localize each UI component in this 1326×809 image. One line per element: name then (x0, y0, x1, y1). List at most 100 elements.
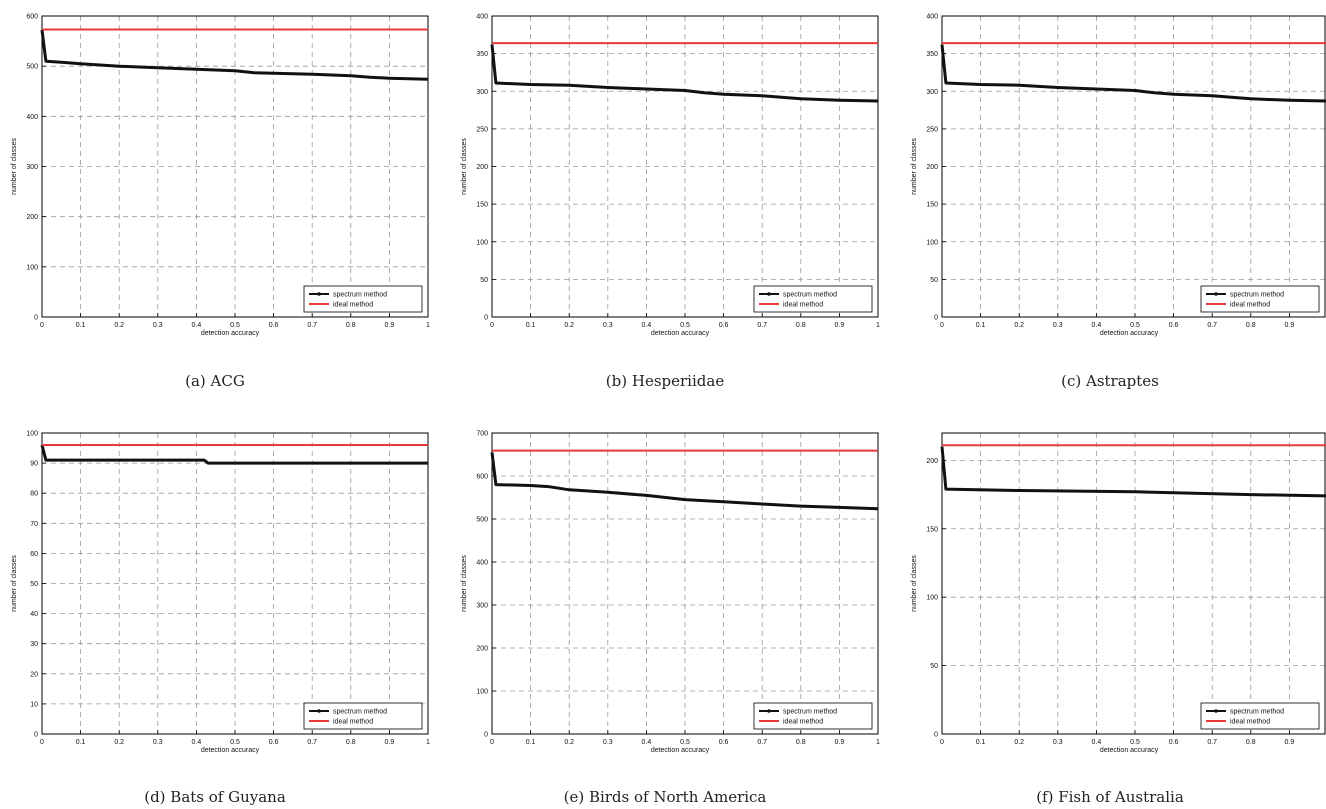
legend-label-spectrum: spectrum method (783, 709, 837, 716)
y-tick-label: 300 (476, 603, 488, 610)
y-tick-label: 400 (926, 14, 938, 21)
y-tick-label: 0 (934, 732, 938, 739)
plot-frame (41, 432, 429, 735)
x-tick-label: 0.9 (1285, 322, 1295, 329)
chart-panel-6: 0 0.1 0.2 0.3 0.4 0.5 0.6 0.7 0.8 0.9 0 50 100 150 200… (911, 432, 1326, 806)
x-tick-label: 0.8 (1246, 739, 1256, 746)
x-tick-label: 0.8 (346, 322, 356, 329)
y-tick-label: 10 (30, 701, 38, 708)
y-tick-label: 100 (476, 239, 488, 246)
x-tick-label: 0.2 (1014, 739, 1024, 746)
y-tick-label: 0 (484, 732, 488, 739)
legend-label-spectrum: spectrum method (1230, 292, 1284, 299)
x-tick-label: 0.1 (976, 739, 986, 746)
x-tick-label: 0.3 (1053, 322, 1063, 329)
legend-box (1200, 702, 1320, 730)
y-tick-label: 50 (930, 277, 938, 284)
x-tick-label: 0 (490, 322, 494, 329)
legend-marker-spectrum (317, 709, 321, 713)
y-axis-label: number of classes (911, 138, 918, 195)
y-axis-label: number of classes (11, 138, 18, 195)
y-tick-label: 50 (30, 581, 38, 588)
x-tick-label: 0.3 (153, 322, 163, 329)
y-tick-label: 500 (476, 517, 488, 524)
plot-frame (941, 432, 1326, 735)
x-axis-label: detection accuracy (201, 330, 260, 337)
x-tick-label: 0.5 (1130, 739, 1140, 746)
x-tick-label: 0.6 (1169, 739, 1179, 746)
y-axis-label: number of classes (11, 555, 18, 612)
panel-caption: (c) Astraptes (1061, 372, 1159, 390)
x-tick-label: 0.8 (1246, 322, 1256, 329)
legend-label-spectrum: spectrum method (783, 292, 837, 299)
y-tick-label: 30 (30, 641, 38, 648)
y-tick-label: 90 (30, 461, 38, 468)
y-tick-label: 250 (476, 126, 488, 133)
y-tick-label: 50 (480, 277, 488, 284)
spectrum-method-line (40, 29, 429, 81)
y-tick-label: 0 (34, 315, 38, 322)
x-tick-label: 0.9 (835, 322, 845, 329)
legend-box (753, 285, 873, 313)
y-tick-label: 350 (926, 51, 938, 58)
panel-caption: (e) Birds of North America (564, 788, 767, 806)
legend-box (303, 702, 423, 730)
x-axis-label: detection accuracy (651, 330, 710, 337)
legend-label-spectrum: spectrum method (333, 292, 387, 299)
x-tick-label: 0.5 (230, 322, 240, 329)
x-axis-label: detection accuracy (651, 747, 710, 754)
y-tick-label: 0 (934, 315, 938, 322)
legend-marker-spectrum (767, 292, 771, 296)
x-tick-label: 0.2 (1014, 322, 1024, 329)
legend-marker-spectrum (317, 292, 321, 296)
y-tick-label: 100 (26, 264, 38, 271)
spectrum-method-line (940, 446, 1326, 498)
y-axis-label: number of classes (461, 138, 468, 195)
panel-caption: (d) Bats of Guyana (144, 788, 286, 806)
y-tick-label: 400 (26, 114, 38, 121)
spectrum-method-line (490, 452, 879, 511)
x-tick-label: 0.4 (642, 739, 652, 746)
panel-caption: (f) Fish of Australia (1036, 788, 1184, 806)
x-tick-label: 0.9 (835, 739, 845, 746)
y-tick-label: 50 (930, 663, 938, 670)
y-tick-label: 150 (476, 202, 488, 209)
x-tick-label: 0.2 (564, 739, 574, 746)
x-tick-label: 0.9 (1285, 739, 1295, 746)
spectrum-method-line (490, 44, 879, 103)
x-tick-label: 0.3 (153, 739, 163, 746)
x-tick-label: 0.2 (564, 322, 574, 329)
x-tick-label: 0.2 (114, 322, 124, 329)
chart-panel-5: 0 0.1 0.2 0.3 0.4 0.5 0.6 0.7 0.8 0.9 1 0 100 200 300 4… (461, 431, 880, 807)
legend-label-ideal: ideal method (333, 302, 373, 309)
legend-label-ideal: ideal method (783, 302, 823, 309)
x-tick-label: 0.3 (603, 322, 613, 329)
y-tick-label: 600 (26, 14, 38, 21)
plot-frame (491, 432, 879, 735)
y-tick-label: 150 (926, 202, 938, 209)
legend-label-spectrum: spectrum method (333, 709, 387, 716)
x-tick-label: 0.6 (719, 322, 729, 329)
chart-panel-2: 0 0.1 0.2 0.3 0.4 0.5 0.6 0.7 0.8 0.9 1 0 50 100 150 20… (461, 14, 880, 391)
x-tick-label: 0.1 (526, 322, 536, 329)
spectrum-method-line (40, 444, 428, 465)
y-axis-label: number of classes (911, 555, 918, 612)
x-tick-label: 0.7 (307, 739, 317, 746)
x-tick-label: 0.7 (1207, 739, 1217, 746)
chart-panel-4: 0 0.1 0.2 0.3 0.4 0.5 0.6 0.7 0.8 0.9 101020304050… (11, 431, 430, 807)
x-axis-label: detection accuracy (1100, 747, 1159, 754)
plot-area (492, 433, 878, 734)
y-tick-label: 700 (476, 431, 488, 438)
legend-box (303, 285, 423, 313)
x-tick-label: 0 (940, 739, 944, 746)
y-tick-label: 200 (926, 164, 938, 171)
legend-marker-spectrum (1214, 292, 1218, 296)
x-tick-label: 0 (490, 739, 494, 746)
x-tick-label: 0.5 (1130, 322, 1140, 329)
x-tick-label: 1 (426, 322, 430, 329)
x-tick-label: 0.4 (1092, 322, 1102, 329)
plot-area (942, 433, 1325, 734)
y-tick-label: 400 (476, 560, 488, 567)
x-tick-label: 0.8 (796, 739, 806, 746)
y-tick-label: 200 (476, 164, 488, 171)
